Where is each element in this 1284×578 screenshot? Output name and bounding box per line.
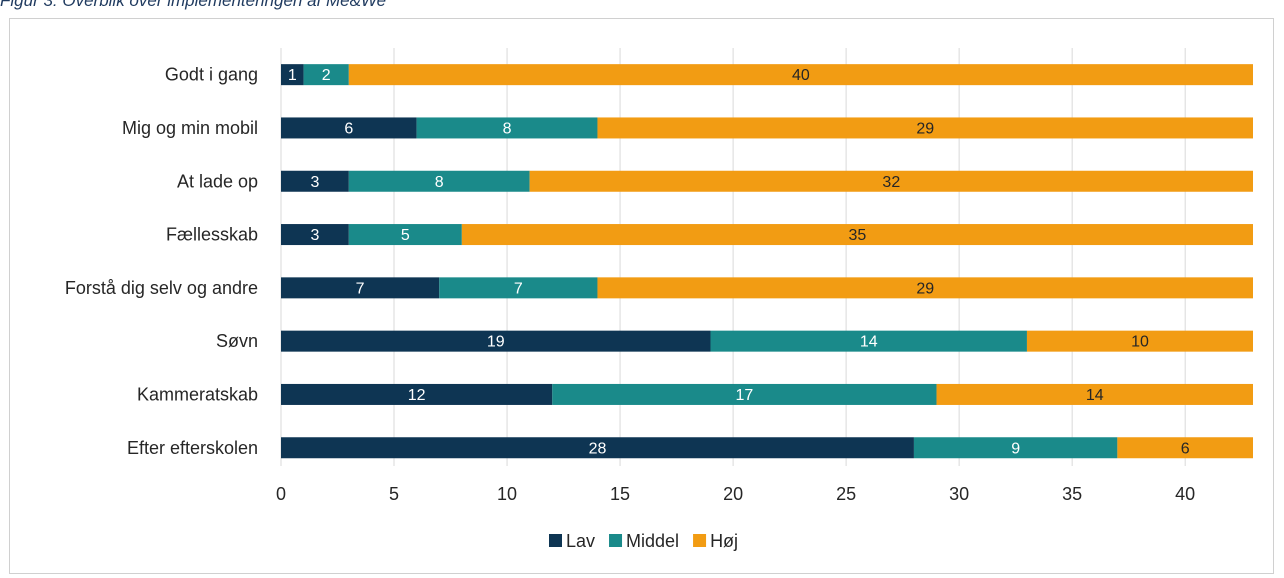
bar-segment-høj	[1026, 330, 1253, 352]
data-label: 9	[1011, 440, 1020, 457]
bar-segment-lav	[281, 64, 304, 86]
x-tick-label: 25	[836, 484, 856, 504]
bar-segment-middel	[348, 224, 462, 246]
data-label: 32	[882, 174, 900, 191]
bar-segment-middel	[913, 437, 1118, 459]
bar-segment-middel	[439, 277, 598, 299]
legend-label: Høj	[710, 531, 738, 551]
bar-segment-høj	[597, 277, 1253, 299]
category-label: Søvn	[216, 331, 258, 351]
x-tick-label: 0	[276, 484, 286, 504]
legend-label: Middel	[626, 531, 679, 551]
x-tick-label: 20	[723, 484, 743, 504]
bar-segment-høj	[348, 64, 1253, 86]
x-tick-label: 30	[949, 484, 969, 504]
data-label: 6	[1181, 440, 1190, 457]
bar-segment-høj	[936, 383, 1253, 405]
data-label: 10	[1131, 334, 1149, 351]
category-label: Efter efterskolen	[127, 438, 258, 458]
category-label: Fællesskab	[166, 225, 258, 245]
bar-segment-lav	[281, 383, 553, 405]
data-label: 1	[288, 67, 297, 84]
figure-caption: Figur 3: Overblik over implementeringen …	[0, 0, 387, 10]
data-label: 7	[356, 280, 365, 297]
data-label: 35	[849, 227, 867, 244]
data-label: 3	[310, 174, 319, 191]
bar-segment-lav	[281, 224, 349, 246]
x-tick-label: 15	[610, 484, 630, 504]
category-labels: Godt i gang Mig og min mobil At lade op Fæl…	[65, 65, 258, 458]
data-label: 7	[514, 280, 523, 297]
data-label: 19	[487, 334, 505, 351]
data-label: 14	[1086, 387, 1104, 404]
bar-segment-middel	[348, 170, 530, 192]
data-label: 29	[916, 120, 934, 137]
legend-swatch	[693, 534, 707, 547]
legend-label: Lav	[566, 531, 595, 551]
bar-segment-høj	[529, 170, 1253, 192]
data-label: 12	[408, 387, 426, 404]
category-label: Forstå dig selv og andre	[65, 278, 258, 298]
category-label: Kammeratskab	[137, 384, 258, 404]
bar-segment-middel	[303, 64, 349, 86]
bar-segment-lav	[281, 117, 417, 139]
bar-segment-middel	[552, 383, 937, 405]
data-label: 3	[310, 227, 319, 244]
x-tick-label: 40	[1175, 484, 1195, 504]
bar-segment-middel	[416, 117, 598, 139]
legend-swatch	[549, 534, 562, 547]
bar-segment-middel	[710, 330, 1027, 352]
category-label: Mig og min mobil	[122, 118, 258, 138]
bar-segment-lav	[281, 277, 440, 299]
bar-segment-lav	[281, 170, 349, 192]
x-tick-label: 10	[497, 484, 517, 504]
data-label: 2	[322, 67, 331, 84]
x-tick-label: 5	[389, 484, 399, 504]
bar-segment-lav	[281, 437, 914, 459]
data-label: 29	[916, 280, 934, 297]
x-tick-label: 35	[1062, 484, 1082, 504]
data-label: 8	[503, 120, 512, 137]
data-label: 6	[344, 120, 353, 137]
x-axis-ticks: 0 5 10 15 20 25 30 35 40	[276, 484, 1195, 504]
bar-segment-høj	[461, 224, 1253, 246]
data-label: 14	[860, 334, 878, 351]
category-label: At lade op	[177, 171, 258, 191]
legend-swatch	[609, 534, 623, 547]
bar-segment-høj	[1117, 437, 1253, 459]
legend: Lav Middel Høj	[549, 531, 738, 551]
bar-segment-lav	[281, 330, 711, 352]
category-label: Godt i gang	[165, 65, 258, 85]
data-label: 8	[435, 174, 444, 191]
data-label: 40	[792, 67, 810, 84]
data-label: 28	[589, 440, 607, 457]
data-label: 17	[735, 387, 753, 404]
bar-segment-høj	[597, 117, 1253, 139]
data-label: 5	[401, 227, 410, 244]
